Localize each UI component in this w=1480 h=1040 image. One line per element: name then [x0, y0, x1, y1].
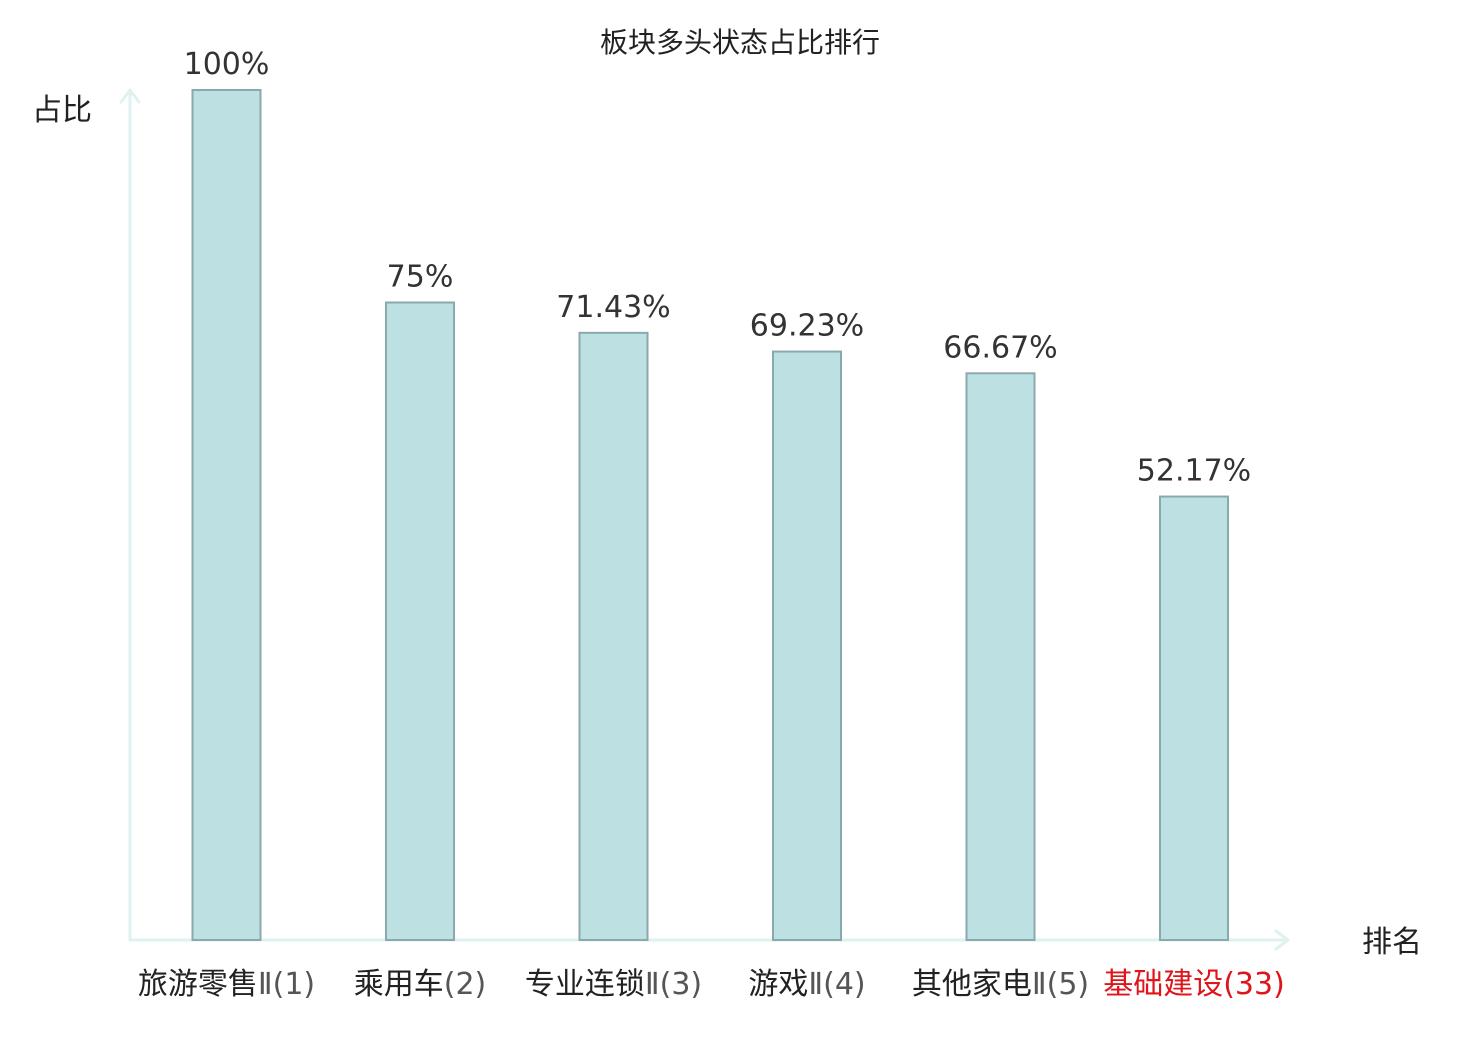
x-tick-label-suffix: (2): [444, 967, 487, 1002]
x-tick-label-name: 旅游零售: [138, 967, 258, 1002]
x-tick-label: 专业连锁Ⅱ(3): [525, 967, 702, 1002]
x-tick-label-suffix: Ⅱ(1): [258, 967, 315, 1002]
x-tick-label-suffix: Ⅱ(3): [645, 967, 702, 1002]
y-axis-arrow: [119, 88, 141, 104]
x-tick-label-suffix: Ⅱ(4): [808, 967, 865, 1002]
x-tick-label: 游戏Ⅱ(4): [748, 967, 865, 1002]
x-tick-label: 旅游零售Ⅱ(1): [138, 967, 315, 1002]
data-label: 66.67%: [943, 330, 1057, 365]
bar: [772, 350, 842, 942]
x-tick-label-name: 专业连锁: [525, 967, 645, 1002]
data-label: 69.23%: [750, 309, 864, 344]
x-tick-label: 乘用车(2): [354, 967, 487, 1002]
x-tick-label: 基础建设(33): [1103, 967, 1285, 1002]
chart-title: 板块多头状态占比排行: [600, 26, 880, 59]
bar: [1159, 495, 1229, 941]
bar: [965, 372, 1036, 941]
x-tick-label-name: 基础建设: [1103, 967, 1223, 1002]
data-label: 71.43%: [556, 290, 670, 325]
category-labels-group: 旅游零售Ⅱ(1) 乘用车(2) 专业连锁Ⅱ(3) 游戏Ⅱ(4) 其他家电Ⅱ(5) 基础建设…: [138, 967, 1285, 1002]
value-labels-group: 100% 75% 71.43% 69.23% 66.67% 52.17%: [184, 47, 1252, 489]
x-tick-label-suffix: Ⅱ(5): [1032, 967, 1089, 1002]
x-tick-label-name: 乘用车: [354, 967, 444, 1002]
bar: [191, 89, 262, 941]
x-axis-arrow: [1274, 929, 1290, 951]
x-tick-label-name: 游戏: [748, 967, 808, 1002]
data-label: 75%: [387, 260, 454, 295]
x-tick-label: 其他家电Ⅱ(5): [912, 967, 1089, 1002]
data-label: 100%: [184, 47, 270, 82]
x-tick-label-suffix: (33): [1223, 967, 1285, 1002]
bar: [385, 301, 455, 941]
bars-group: [191, 89, 1229, 942]
bar: [578, 331, 649, 942]
axes: [119, 88, 1290, 951]
x-tick-label-name: 其他家电: [912, 967, 1032, 1002]
x-axis-label: 排名: [1362, 925, 1422, 960]
data-label: 52.17%: [1137, 454, 1251, 489]
y-axis-label: 占比: [32, 93, 92, 128]
